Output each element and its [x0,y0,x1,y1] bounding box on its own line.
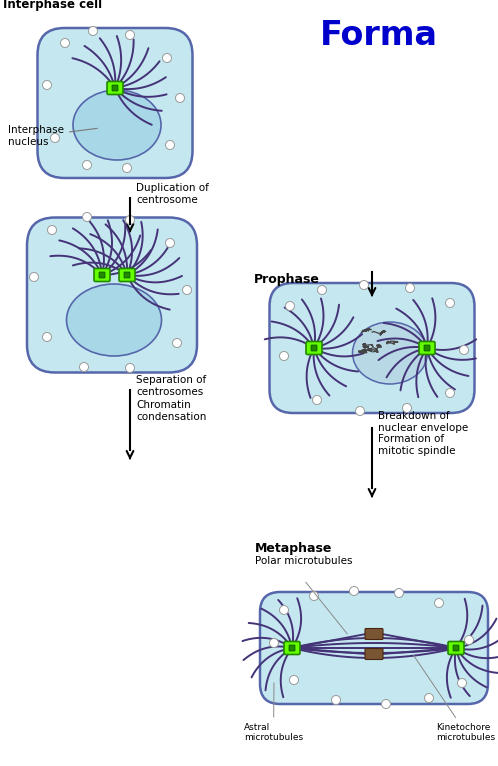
FancyBboxPatch shape [306,342,322,355]
FancyBboxPatch shape [260,592,488,704]
Text: Interphase
nucleus: Interphase nucleus [8,126,97,147]
Circle shape [465,636,474,644]
FancyBboxPatch shape [311,345,317,351]
FancyBboxPatch shape [269,283,475,413]
Text: Formation of
mitotic spindle: Formation of mitotic spindle [378,434,456,456]
Text: Prophase: Prophase [254,273,320,286]
FancyBboxPatch shape [419,342,435,355]
Text: Astral
microtubules: Astral microtubules [244,683,303,742]
Circle shape [381,699,390,709]
Text: Polar microtubules: Polar microtubules [255,556,353,566]
Circle shape [424,693,433,702]
Circle shape [394,588,403,597]
Circle shape [318,286,327,294]
Circle shape [42,332,51,342]
Circle shape [42,80,51,90]
Ellipse shape [67,284,161,356]
Ellipse shape [73,90,161,160]
Circle shape [83,212,92,221]
FancyBboxPatch shape [424,345,430,351]
Circle shape [285,302,294,310]
Circle shape [458,679,467,688]
Circle shape [279,352,288,361]
Circle shape [360,280,369,290]
FancyBboxPatch shape [448,641,464,654]
FancyBboxPatch shape [37,28,193,178]
Circle shape [309,591,319,601]
Circle shape [279,605,288,614]
Circle shape [356,407,365,415]
Text: Separation of
centrosomes: Separation of centrosomes [136,375,206,397]
Circle shape [80,362,89,372]
Circle shape [175,93,184,103]
Circle shape [125,215,134,224]
Text: Chromatin
condensation: Chromatin condensation [136,401,206,422]
Circle shape [313,395,322,404]
FancyBboxPatch shape [94,269,110,281]
Circle shape [123,163,131,172]
Circle shape [125,364,134,372]
FancyBboxPatch shape [99,272,105,278]
Circle shape [29,273,38,281]
Circle shape [402,404,411,413]
Circle shape [182,286,192,294]
Circle shape [83,161,92,169]
Ellipse shape [353,322,427,384]
Text: Metaphase: Metaphase [255,542,332,555]
Circle shape [50,133,59,142]
Circle shape [172,339,181,348]
Circle shape [434,598,444,607]
Circle shape [47,225,56,234]
Circle shape [125,31,134,40]
Text: Forma: Forma [320,19,438,52]
Circle shape [165,140,174,149]
FancyBboxPatch shape [289,645,295,651]
Text: Interphase cell: Interphase cell [3,0,102,11]
FancyBboxPatch shape [27,218,197,372]
FancyBboxPatch shape [112,85,118,91]
Text: Duplication of
centrosome: Duplication of centrosome [136,183,209,205]
Circle shape [269,639,278,647]
FancyBboxPatch shape [365,649,383,660]
Circle shape [460,345,469,355]
FancyBboxPatch shape [365,628,383,640]
Circle shape [165,238,174,247]
Circle shape [446,299,455,307]
Circle shape [350,587,359,595]
Circle shape [60,38,70,47]
Circle shape [405,283,414,293]
Circle shape [446,388,455,398]
Circle shape [162,54,171,63]
FancyBboxPatch shape [107,81,123,94]
FancyBboxPatch shape [284,641,300,654]
FancyBboxPatch shape [453,645,459,651]
Text: Breakdown of
nuclear envelope: Breakdown of nuclear envelope [378,411,468,433]
FancyBboxPatch shape [124,272,130,278]
FancyBboxPatch shape [119,269,135,281]
Text: Kinetochore
microtubules: Kinetochore microtubules [413,655,495,742]
Circle shape [332,696,341,705]
Circle shape [89,27,98,35]
Circle shape [289,676,298,685]
